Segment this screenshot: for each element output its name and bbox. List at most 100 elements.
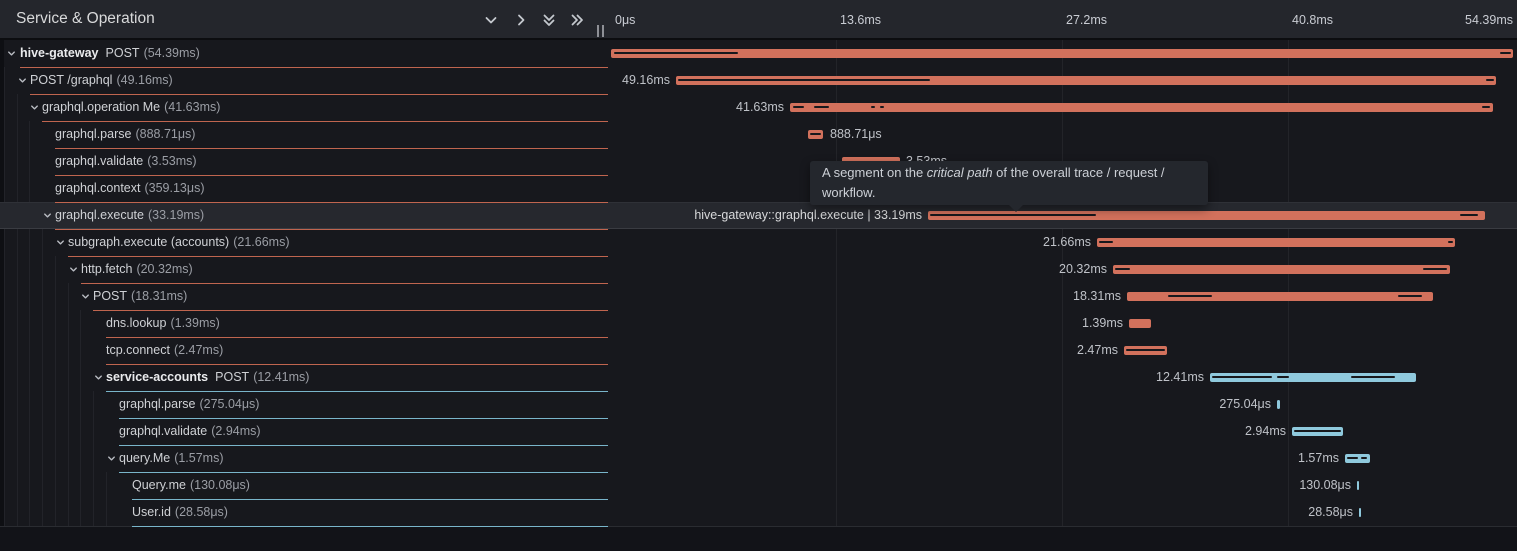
expand-chevron-icon[interactable] [42,210,53,221]
span-duration-label: 1.57ms [1298,451,1339,465]
critical-path-segment [814,106,829,108]
span-duration: (41.63ms) [164,100,221,114]
span-tree-row[interactable]: graphql.parse (888.71μs) [0,121,608,149]
span-bar[interactable] [1124,346,1167,355]
expand-chevron-icon[interactable] [55,237,66,248]
span-duration: (275.04μs) [199,397,260,411]
tooltip-emphasis: critical path [926,165,993,180]
tooltip-text: A segment on the [822,165,927,180]
span-name: dns.lookup [106,316,167,330]
chevron-right-icon[interactable] [513,12,529,28]
span-name: query.Me [119,451,171,465]
span-tree-row[interactable]: hive-gateway POST (54.39ms) [0,40,608,68]
span-tree-row[interactable]: graphql.parse (275.04μs) [0,391,608,419]
span-tree-row[interactable]: graphql.operation Me (41.63ms) [0,94,608,122]
critical-path-segment [1212,376,1272,378]
critical-path-segment [1099,241,1113,243]
span-tree-row[interactable]: User.id (28.58μs) [0,499,608,527]
span-bar[interactable] [1210,373,1416,382]
span-name: POST /graphql [30,73,113,87]
timeline-tick: 27.2ms [1066,13,1107,27]
double-chevron-right-icon[interactable] [569,12,585,28]
span-duration-label: 41.63ms [736,100,784,114]
expand-chevron-icon[interactable] [29,102,40,113]
span-bar[interactable] [790,103,1493,112]
span-tree-row[interactable]: subgraph.execute (accounts) (21.66ms) [0,229,608,257]
critical-path-segment [1486,79,1494,81]
span-duration: (1.57ms) [174,451,224,465]
panel-header: Service & Operation 0μs 13.6ms 27.2ms 40… [0,0,1517,40]
span-tree-row[interactable]: tcp.connect (2.47ms) [0,337,608,365]
span-bar[interactable] [1129,319,1151,328]
timeline-tick: 0μs [615,13,636,27]
span-duration-label: 2.94ms [1245,424,1286,438]
service-operation-header: Service & Operation [16,10,155,27]
span-duration-label: 28.58μs [1308,505,1353,519]
span-bar[interactable] [676,76,1496,85]
expand-chevron-icon[interactable] [68,264,79,275]
span-tree-row[interactable]: service-accounts POST (12.41ms) [0,364,608,392]
indent-guide [4,67,5,526]
span-bar[interactable] [1097,238,1455,247]
expand-chevron-icon[interactable] [93,372,104,383]
span-bar[interactable] [1127,292,1433,301]
tooltip-text: of the overall trace / request / workflo… [822,165,1165,200]
span-name: graphql.validate [55,154,144,168]
critical-path-segment [793,106,804,108]
span-name: Query.me [132,478,186,492]
expand-chevron-icon[interactable] [6,48,17,59]
span-duration: (3.53ms) [147,154,197,168]
span-tree-row[interactable]: graphql.validate (3.53ms) [0,148,608,176]
span-tree-row[interactable]: POST (18.31ms) [0,283,608,311]
span-name: tcp.connect [106,343,170,357]
span-bar[interactable] [808,130,823,139]
span-tree-row[interactable]: dns.lookup (1.39ms) [0,310,608,338]
panel-resize-handle-icon[interactable] [597,25,606,37]
span-duration: (20.32ms) [136,262,193,276]
critical-path-segment [810,133,821,135]
span-bar[interactable] [928,211,1485,220]
span-bar[interactable] [1357,481,1359,490]
span-duration-label: 1.39ms [1082,316,1123,330]
expand-chevron-icon[interactable] [80,291,91,302]
span-tree-row[interactable]: graphql.validate (2.94ms) [0,418,608,446]
left-edge-strip [0,40,4,526]
span-tree-row[interactable]: POST /graphql (49.16ms) [0,67,608,95]
span-duration: (2.47ms) [173,343,224,357]
span-duration: (2.94ms) [211,424,261,438]
critical-path-segment [1347,457,1358,459]
span-duration: (1.39ms) [170,316,220,330]
span-tree-row[interactable]: graphql.execute (33.19ms) [0,202,608,230]
span-bar[interactable] [1113,265,1450,274]
expand-chevron-icon[interactable] [106,453,117,464]
double-chevron-down-icon[interactable] [541,12,557,28]
span-name: graphql.operation Me [42,100,161,114]
span-tree-row[interactable]: query.Me (1.57ms) [0,445,608,473]
span-bar[interactable] [1277,400,1280,409]
span-bar[interactable] [1359,508,1361,517]
span-tree-row[interactable]: http.fetch (20.32ms) [0,256,608,284]
timeline-tick: 13.6ms [840,13,881,27]
span-bar[interactable] [611,49,1513,58]
rows-bottom-border [0,526,1517,527]
span-name: graphql.execute [55,208,144,222]
span-name: graphql.parse [55,127,132,141]
span-duration-label: 21.66ms [1043,235,1091,249]
span-duration-label: 2.47ms [1077,343,1118,357]
service-name: service-accounts [106,370,209,384]
span-bar[interactable] [1345,454,1370,463]
span-duration-label: 888.71μs [830,127,882,141]
span-name: subgraph.execute (accounts) [68,235,230,249]
critical-path-segment [1115,268,1130,270]
span-bar[interactable] [1292,427,1343,436]
expand-chevron-icon[interactable] [17,75,28,86]
critical-path-segment [930,214,1096,216]
span-tree-row[interactable]: graphql.context (359.13μs) [0,175,608,203]
span-duration: (28.58μs) [174,505,228,519]
tooltip-arrow [1009,205,1023,212]
chevron-down-icon[interactable] [483,12,499,28]
span-duration-label: 130.08μs [1299,478,1351,492]
span-duration: (888.71μs) [135,127,196,141]
span-tree-row[interactable]: Query.me (130.08μs) [0,472,608,500]
span-name: POST [93,289,128,303]
